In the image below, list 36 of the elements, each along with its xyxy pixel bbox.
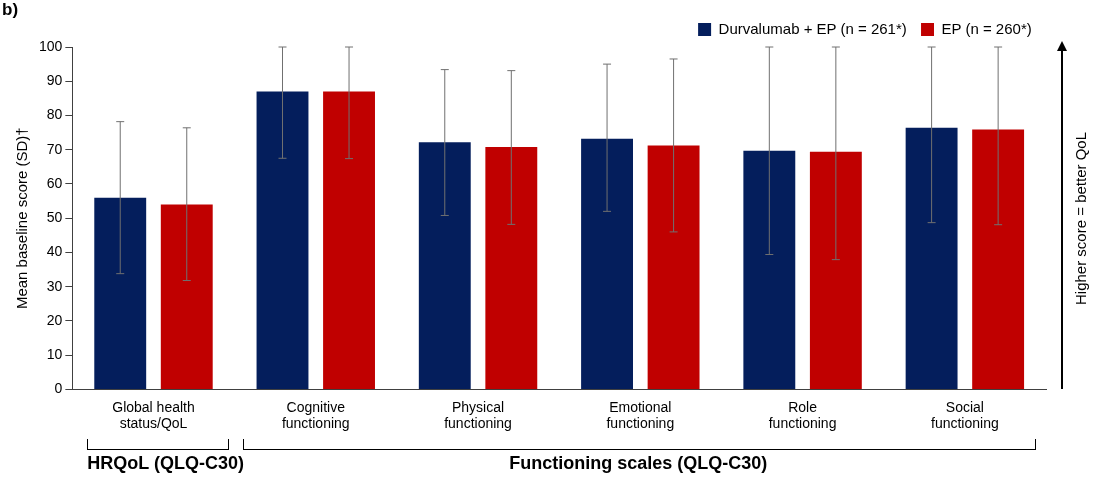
y-tick-label: 40 [46,243,63,260]
legend-label: Durvalumab + EP (n = 261*) [718,19,907,37]
bar [581,138,633,389]
y-tick-label: 100 [39,37,63,54]
x-tick-label: Physical functioning [444,398,512,432]
bar [647,145,700,389]
text: b) [2,0,19,20]
bar [485,146,538,389]
bar [94,197,147,389]
legend-label: EP (n = 260*) [941,19,1032,37]
bar [972,129,1025,389]
y-axis-title: Mean baseline score (SD)† [13,127,31,310]
bar [160,204,213,389]
x-tick-label: Global health status/QoL [112,398,195,432]
text: HRQoL (QLQ-C30) [87,453,245,475]
x-tick-label: Social functioning [931,398,999,432]
x-tick-label: Emotional functioning [606,398,675,432]
bar [323,91,375,389]
bar [256,91,309,389]
text: Higher score = better QoL [1072,131,1089,305]
y-tick-label: 20 [46,311,63,328]
bar [809,151,862,389]
bar [905,127,958,389]
y-tick-label: 0 [54,380,63,397]
y-tick-label: 70 [46,140,63,157]
y-tick-label: 80 [46,106,63,123]
x-tick-label: Role functioning [768,398,837,432]
y-tick-label: 30 [46,277,63,294]
x-tick-label: Cognitive functioning [281,398,350,432]
bar [418,142,471,389]
bar [743,150,796,389]
y-tick-label: 60 [46,174,63,191]
y-tick-label: 10 [46,346,63,363]
text: Functioning scales (QLQ-C30) [509,453,768,475]
y-tick-label: 50 [46,209,63,226]
y-tick-label: 90 [46,72,63,89]
